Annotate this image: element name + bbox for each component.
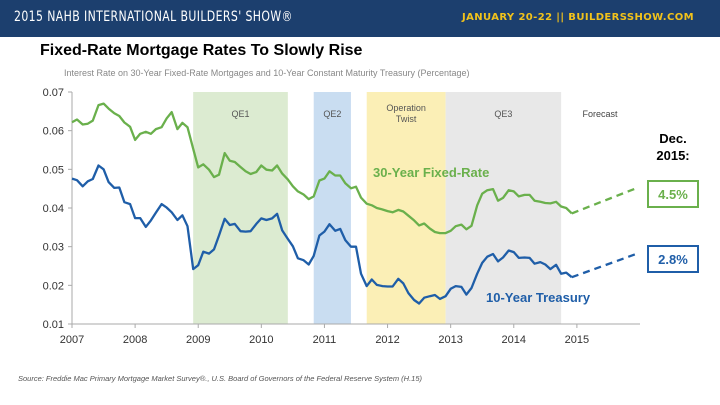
fixed-rate-box (647, 180, 699, 208)
fixed-rate-label: 30-Year Fixed-Rate (373, 165, 489, 180)
x-tick-label: 2008 (123, 334, 147, 346)
forecast-line-30-year-fixed-rate (571, 187, 636, 215)
series-line-10-year-treasury (71, 164, 573, 305)
treasury-box-value: 2.8% (658, 252, 688, 267)
show-title: 2015 NAHB INTERNATIONAL BUILDERS' SHOW® (14, 9, 293, 25)
y-tick-label: 0.07 (43, 87, 64, 99)
x-tick-label: 2013 (438, 334, 462, 346)
x-tick-label: 2007 (60, 334, 84, 346)
x-tick-label: 2015 (565, 334, 589, 346)
dec-label-line1: Dec. (659, 131, 686, 146)
show-dates: JANUARY 20-22 || BUILDERSSHOW.COM (461, 12, 694, 23)
treasury-box (647, 245, 699, 273)
y-tick-label: 0.03 (43, 242, 64, 254)
band-label-operation-twist-1: Twist (396, 114, 417, 124)
forecast-line-10-year-treasury (571, 253, 636, 279)
source-note: Source: Freddie Mac Primary Mortgage Mar… (18, 374, 423, 383)
band-label-operation-twist-0: Operation (386, 103, 426, 113)
x-tick-label: 2011 (313, 334, 337, 346)
band-label-qe1: QE1 (231, 109, 249, 119)
x-tick-label: 2012 (375, 334, 399, 346)
y-tick-label: 0.06 (43, 126, 64, 138)
series-line-30-year-fixed-rate (71, 102, 573, 235)
fixed-rate-box-value: 4.5% (658, 187, 688, 202)
band-label-qe3: QE3 (494, 109, 512, 119)
x-tick-label: 2010 (249, 334, 273, 346)
x-tick-label: 2014 (502, 334, 526, 346)
x-tick-label: 2009 (186, 334, 210, 346)
y-tick-label: 0.04 (43, 203, 64, 215)
dec-label-line2: 2015: (656, 148, 689, 163)
treasury-label: 10-Year Treasury (486, 290, 591, 305)
band-label-qe2: QE2 (323, 109, 341, 119)
y-tick-label: 0.02 (43, 280, 64, 292)
y-tick-label: 0.05 (43, 164, 64, 176)
y-tick-label: 0.01 (43, 319, 64, 331)
band-qe1 (193, 92, 288, 324)
band-qe3 (445, 92, 562, 324)
forecast-label: Forecast (582, 109, 618, 119)
slide-title: Fixed-Rate Mortgage Rates To Slowly Rise (40, 42, 363, 59)
band-qe2 (313, 92, 351, 324)
header-banner: 2015 NAHB INTERNATIONAL BUILDERS' SHOW® … (0, 0, 720, 37)
chart-subtitle: Interest Rate on 30-Year Fixed-Rate Mort… (64, 68, 470, 78)
